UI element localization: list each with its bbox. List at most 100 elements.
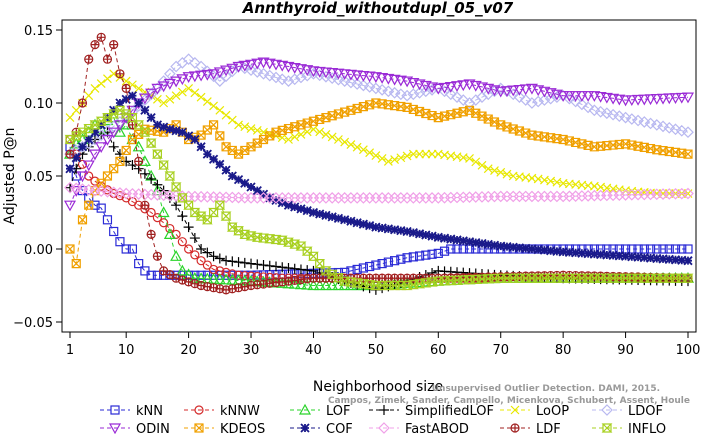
- data-point: [215, 105, 225, 115]
- data-point: [527, 244, 537, 254]
- data-point: [246, 124, 256, 133]
- data-point: [352, 264, 362, 275]
- data-point: [438, 82, 451, 94]
- data-point: [121, 244, 131, 254]
- data-point: [227, 115, 237, 125]
- data-point: [658, 254, 668, 264]
- legend-label: COF: [326, 422, 353, 434]
- data-point: [152, 120, 163, 130]
- data-point: [252, 125, 262, 135]
- data-point: [226, 273, 239, 285]
- data-point: [202, 260, 212, 270]
- data-point: [670, 255, 681, 265]
- data-point: [152, 213, 162, 223]
- data-point: [196, 270, 206, 280]
- data-point: [115, 98, 125, 108]
- data-point: [76, 171, 89, 183]
- legend-label: KDEOS: [220, 422, 265, 434]
- data-point: [239, 257, 250, 268]
- data-point: [214, 200, 226, 210]
- legend-marker: [379, 405, 389, 415]
- data-point: [507, 88, 520, 101]
- legend-label: INFLO: [628, 422, 666, 434]
- legend-marker: [298, 403, 312, 415]
- legend-label: SimplifiedLOF: [405, 404, 494, 419]
- data-point: [227, 269, 237, 279]
- data-point: [121, 156, 132, 167]
- data-point: [358, 263, 368, 273]
- data-point: [625, 95, 638, 107]
- data-point: [146, 112, 156, 123]
- data-point: [508, 242, 518, 252]
- data-point: [564, 247, 575, 257]
- data-point: [108, 141, 119, 152]
- data-point: [240, 178, 250, 188]
- data-point: [569, 95, 582, 108]
- data-point: [333, 213, 344, 223]
- data-point: [396, 153, 406, 163]
- legend-marker: [601, 404, 613, 416]
- data-point: [202, 97, 212, 106]
- data-point: [644, 117, 657, 130]
- data-point: [632, 94, 645, 106]
- data-point: [284, 135, 293, 144]
- x-axis-label: Neighborhood size: [313, 379, 443, 395]
- x-tick-label: 100: [676, 343, 701, 358]
- legend-item-knn: kNN: [100, 404, 163, 419]
- data-point: [151, 83, 164, 95]
- data-point: [451, 91, 463, 104]
- data-point: [358, 145, 368, 155]
- data-point: [276, 73, 289, 86]
- data-point: [84, 91, 94, 101]
- series-cof: [65, 91, 693, 266]
- data-point: [96, 178, 106, 188]
- x-tick-label: 10: [118, 343, 135, 358]
- data-point: [600, 107, 613, 120]
- data-point: [145, 138, 157, 148]
- data-point: [376, 72, 389, 84]
- data-point: [457, 80, 470, 92]
- data-point: [663, 93, 676, 105]
- data-point: [65, 113, 75, 123]
- data-point: [288, 73, 301, 86]
- data-point: [315, 209, 325, 219]
- data-point: [196, 256, 206, 266]
- data-point: [65, 164, 75, 174]
- data-point: [613, 94, 626, 106]
- data-point: [369, 72, 382, 83]
- data-point: [639, 252, 649, 263]
- data-point: [320, 70, 332, 83]
- data-point: [238, 60, 251, 72]
- data-point: [196, 142, 206, 152]
- data-point: [183, 222, 194, 233]
- data-point: [132, 100, 145, 112]
- data-point: [365, 148, 375, 158]
- x-tick-label: 60: [430, 343, 447, 358]
- data-point: [71, 153, 81, 163]
- data-point: [240, 122, 250, 132]
- data-point: [221, 255, 232, 266]
- data-point: [308, 251, 319, 261]
- data-point: [502, 169, 512, 179]
- data-point: [421, 250, 431, 260]
- data-point: [675, 124, 688, 137]
- data-point: [71, 105, 81, 115]
- data-point: [414, 229, 425, 239]
- data-point: [383, 224, 394, 234]
- y-tick-label: 0.10: [24, 97, 53, 112]
- data-point: [352, 142, 362, 152]
- data-point: [371, 151, 381, 160]
- data-point: [96, 203, 106, 213]
- data-point: [170, 250, 183, 261]
- data-point: [265, 193, 275, 203]
- chart-title: Annthyroid_withoutdupl_05_v07: [242, 0, 514, 17]
- legend-marker: [110, 405, 120, 415]
- data-point: [146, 229, 156, 239]
- legend: kNN kNNW LOF SimplifiedLOF LoOP LDOF ODIN KDEOS…: [100, 403, 666, 434]
- series-loop: [65, 69, 693, 198]
- data-point: [664, 254, 674, 265]
- legend-marker: [510, 405, 520, 415]
- data-point: [182, 53, 195, 66]
- x-tick-label: 70: [492, 343, 509, 358]
- data-point: [383, 257, 393, 267]
